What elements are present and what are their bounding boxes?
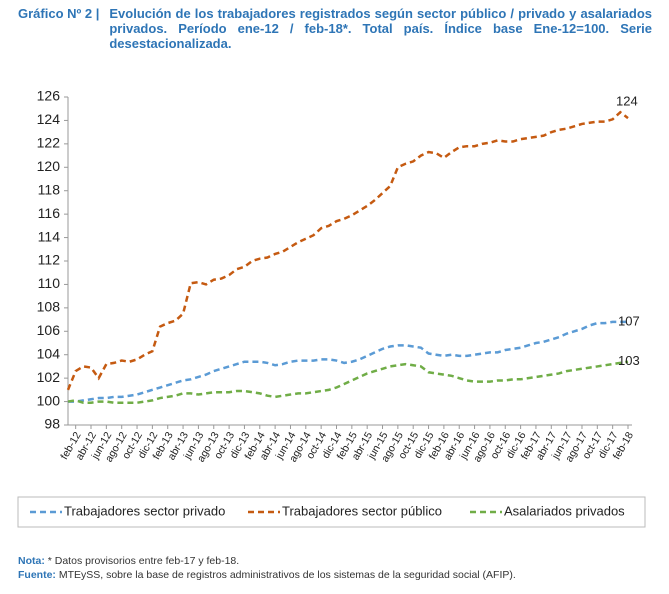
y-tick-label: 98 — [44, 416, 60, 432]
y-tick-label: 124 — [37, 111, 61, 127]
y-tick-label: 110 — [38, 275, 61, 291]
title-block: Gráfico Nº 2 | Evolución de los trabajad… — [18, 6, 652, 51]
source-text: MTEySS, sobre la base de registros admin… — [55, 569, 516, 581]
legend-label: Asalariados privados — [504, 503, 625, 518]
y-tick-label: 106 — [37, 322, 61, 338]
source-label: Fuente: — [18, 569, 56, 581]
y-tick-label: 120 — [37, 158, 61, 174]
legend-label: Trabajadores sector público — [282, 503, 442, 518]
y-tick-label: 122 — [37, 135, 61, 151]
series-line — [67, 360, 629, 404]
note: Nota: * Datos provisorios entre feb-17 y… — [18, 555, 239, 567]
y-tick-label: 114 — [38, 228, 61, 244]
y-tick-label: 108 — [37, 299, 61, 315]
note-text: * Datos provisorios entre feb-17 y feb-1… — [44, 555, 240, 567]
legend-label: Trabajadores sector privado — [64, 503, 225, 518]
y-tick-label: 112 — [38, 252, 61, 268]
note-label: Nota: — [18, 555, 45, 567]
end-label: 107 — [618, 313, 640, 328]
end-label: 103 — [618, 353, 640, 368]
y-tick-label: 102 — [37, 369, 61, 385]
end-label: 124 — [616, 94, 638, 109]
chart-title: Evolución de los trabajadores registrado… — [109, 6, 652, 51]
y-tick-label: 100 — [37, 392, 61, 408]
y-tick-label: 126 — [37, 88, 61, 104]
series-line — [68, 320, 628, 403]
source: Fuente: MTEySS, sobre la base de registr… — [18, 569, 516, 581]
series-line — [66, 110, 629, 391]
y-tick-label: 118 — [38, 181, 61, 197]
title-prefix: Gráfico Nº 2 | — [18, 6, 100, 21]
legend-box — [17, 496, 646, 528]
y-tick-label: 116 — [38, 205, 61, 221]
y-tick-label: 104 — [37, 345, 61, 361]
